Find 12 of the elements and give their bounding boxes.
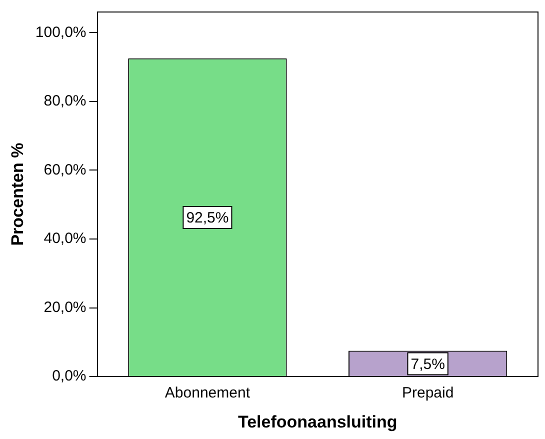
- data-label: 7,5%: [410, 356, 445, 373]
- y-tick-label: 60,0%: [44, 161, 86, 178]
- y-tick-label: 100,0%: [35, 24, 86, 41]
- x-tick-label: Prepaid: [402, 384, 454, 402]
- y-tick-label: 0,0%: [52, 368, 86, 385]
- x-axis-title: Telefoonaansluiting: [238, 412, 398, 432]
- y-tick-label: 80,0%: [44, 92, 86, 110]
- x-tick-label: Abonnement: [164, 384, 251, 402]
- y-tick-label: 20,0%: [44, 298, 86, 316]
- data-label: 92,5%: [186, 210, 229, 227]
- y-tick-label: 40,0%: [44, 230, 86, 248]
- y-axis-title: Procenten %: [8, 142, 27, 246]
